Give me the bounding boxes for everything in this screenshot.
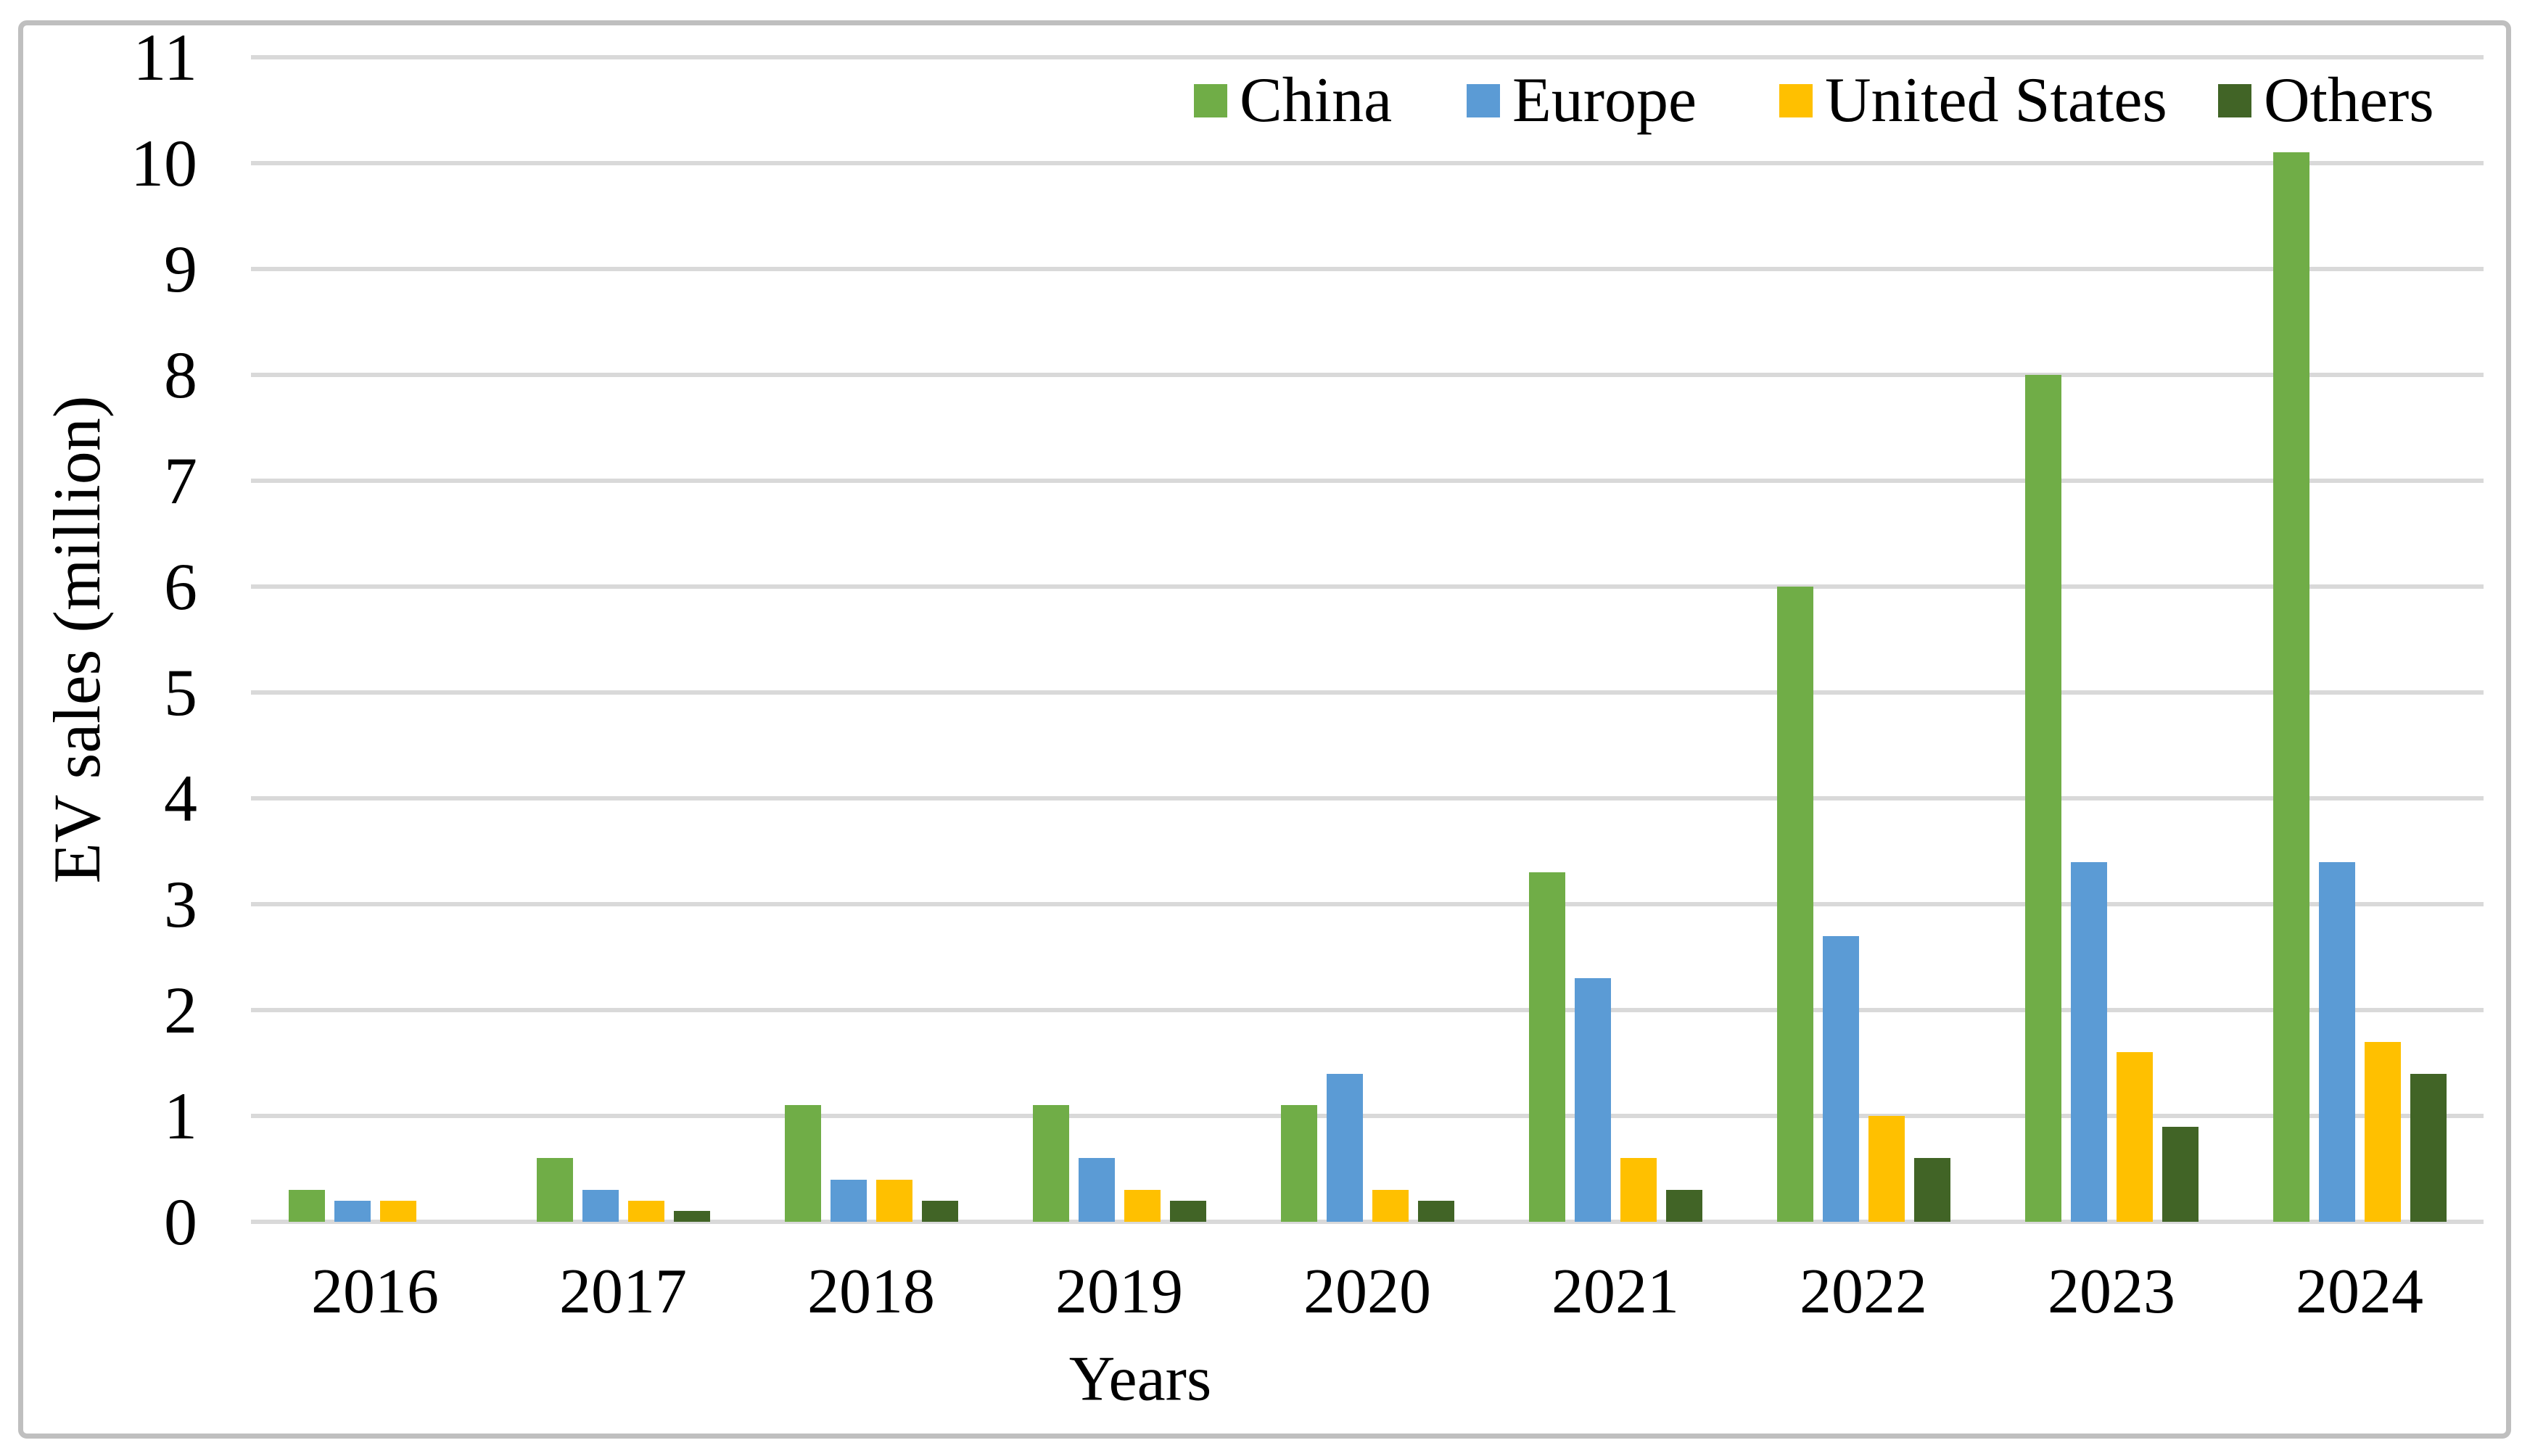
bar-united-states-2022 [1868,1116,1905,1222]
bar-group-2023 [1987,57,2235,1222]
legend-swatch-others [2218,84,2251,117]
bar-europe-2021 [1574,978,1611,1222]
gridline-2 [251,1008,2484,1012]
y-tick-label-10: 10 [131,126,197,200]
y-tick-label-3: 3 [164,867,197,941]
bar-group-2024 [2235,57,2484,1222]
y-tick-label-7: 7 [164,444,197,518]
bar-others-2022 [1913,1158,1950,1222]
x-tick-label-2020: 2020 [1303,1257,1431,1327]
x-tick-label-2016: 2016 [311,1257,439,1327]
bar-united-states-2024 [2364,1041,2401,1222]
bar-china-2016 [288,1190,325,1222]
gridline-1 [251,1114,2484,1118]
bar-china-2017 [536,1158,573,1222]
y-tick-label-1: 1 [164,1079,197,1153]
bar-china-2024 [2272,152,2309,1222]
y-tick-label-11: 11 [133,20,197,94]
bar-united-states-2021 [1620,1158,1657,1222]
bar-united-states-2023 [2116,1052,2153,1222]
bar-europe-2022 [1822,935,1859,1222]
bar-group-2017 [499,57,747,1222]
gridline-9 [251,267,2484,271]
bar-europe-2017 [582,1190,619,1222]
bar-others-2018 [921,1200,958,1222]
bar-china-2020 [1280,1105,1317,1222]
y-tick-label-6: 6 [164,550,197,624]
bar-united-states-2017 [627,1200,664,1222]
bar-china-2022 [1776,587,1813,1222]
bar-others-2023 [2162,1126,2198,1222]
legend-item-europe: Europe [1467,65,1697,136]
gridline-3 [251,902,2484,906]
x-tick-label-2022: 2022 [1800,1257,1927,1327]
y-tick-label-4: 4 [164,761,197,835]
bar-europe-2024 [2318,861,2355,1222]
bar-others-2017 [673,1211,710,1222]
x-tick-label-2021: 2021 [1551,1257,1679,1327]
x-tick-label-2018: 2018 [807,1257,935,1327]
bar-europe-2023 [2070,861,2107,1222]
bar-china-2023 [2024,375,2061,1222]
legend-label-united-states: United States [1825,65,2167,136]
gridline-7 [251,479,2484,483]
bar-group-2021 [1491,57,1739,1222]
bar-group-2022 [1739,57,1987,1222]
x-tick-label-2024: 2024 [2296,1257,2423,1327]
bar-united-states-2016 [379,1200,416,1222]
bar-others-2019 [1169,1200,1206,1222]
y-tick-label-8: 8 [164,338,197,412]
legend-swatch-china [1194,84,1227,117]
bar-europe-2018 [830,1179,867,1222]
bar-others-2021 [1665,1190,1702,1222]
bar-europe-2016 [334,1200,371,1222]
y-tick-label-9: 9 [164,232,197,306]
gridline-5 [251,690,2484,695]
bar-group-2016 [251,57,499,1222]
gridline-0 [251,1220,2484,1224]
gridline-10 [251,161,2484,165]
y-tick-label-5: 5 [164,655,197,729]
bar-united-states-2018 [875,1179,912,1222]
bar-china-2018 [784,1105,821,1222]
legend-label-china: China [1240,65,1393,136]
x-tick-label-2017: 2017 [559,1257,687,1327]
legend-label-others: Others [2264,65,2434,136]
gridline-4 [251,796,2484,801]
bar-europe-2020 [1326,1073,1363,1222]
bar-united-states-2019 [1124,1190,1161,1222]
bar-others-2020 [1417,1200,1454,1222]
y-tick-label-0: 0 [164,1185,197,1259]
legend-item-china: China [1194,65,1393,136]
bar-europe-2019 [1078,1158,1115,1222]
bar-group-2020 [1243,57,1491,1222]
gridline-6 [251,584,2484,589]
x-axis-title: Years [1068,1344,1212,1415]
bar-china-2021 [1528,872,1565,1222]
legend-item-others: Others [2218,65,2434,136]
legend-swatch-united-states [1779,84,1813,117]
gridline-11 [251,55,2484,59]
x-tick-label-2023: 2023 [2048,1257,2175,1327]
bar-china-2019 [1032,1105,1069,1222]
bar-united-states-2020 [1372,1190,1409,1222]
y-tick-label-2: 2 [164,973,197,1047]
plot-area [251,55,2484,1224]
x-tick-label-2019: 2019 [1055,1257,1183,1327]
legend-swatch-europe [1467,84,1500,117]
bar-others-2024 [2410,1073,2447,1222]
legend-item-united-states: United States [1779,65,2167,136]
bar-group-2018 [747,57,995,1222]
bar-group-2019 [995,57,1243,1222]
legend-label-europe: Europe [1512,65,1697,136]
gridline-8 [251,373,2484,377]
